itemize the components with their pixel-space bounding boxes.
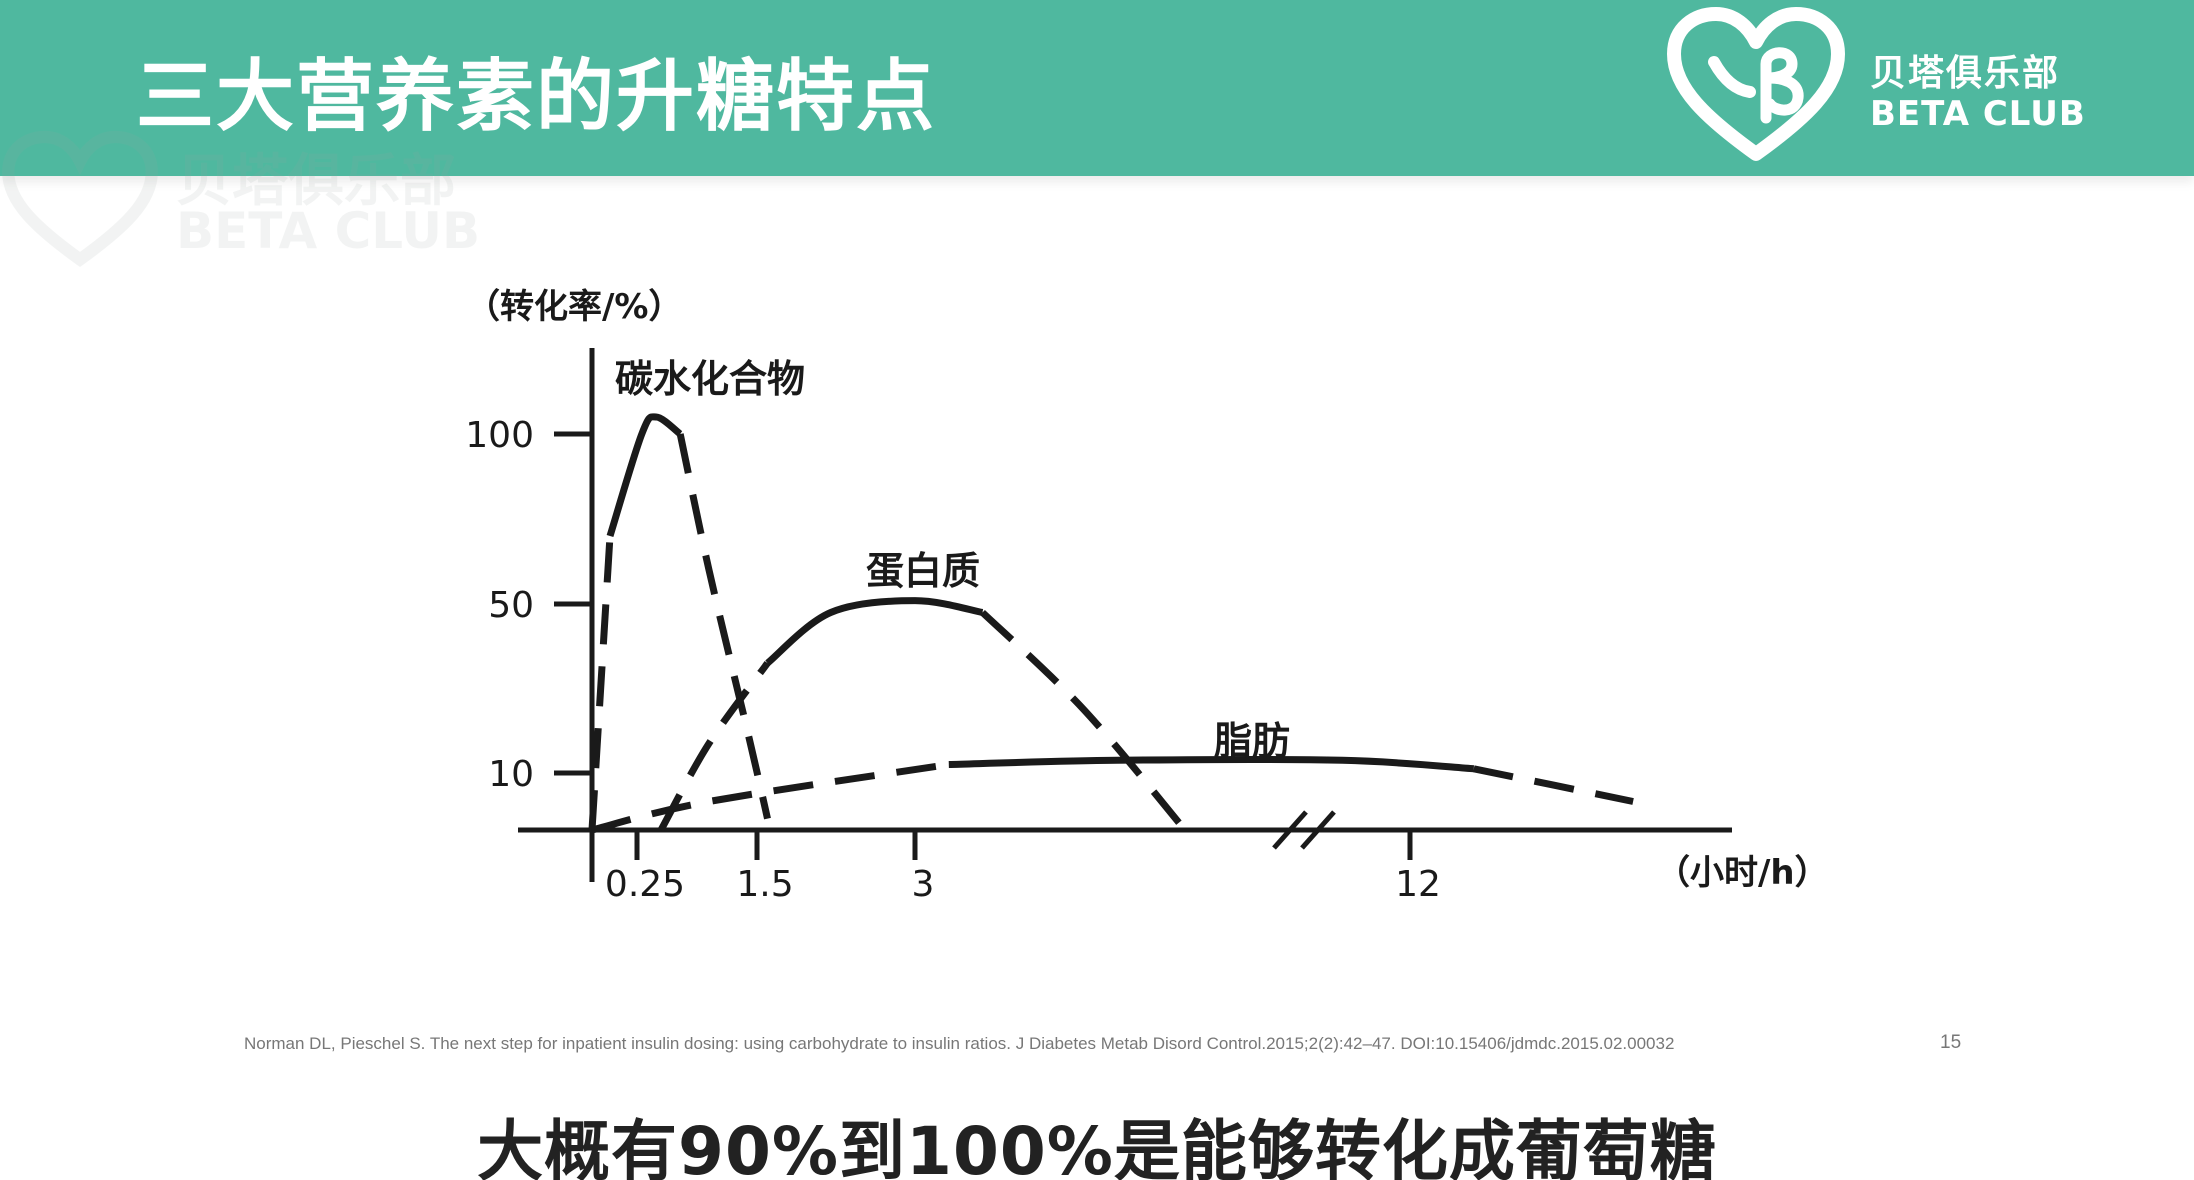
series-3-dashed-segment — [591, 761, 950, 834]
series-3-name-label: 脂肪 — [1214, 719, 1290, 763]
x-axis-label: （小时/h） — [1656, 853, 1829, 893]
reference-citation: Norman DL, Pieschel S. The next step for… — [244, 1034, 1675, 1053]
x-tick-label-12: 12 — [1395, 864, 1441, 905]
x-axis-break-mark — [1300, 810, 1336, 850]
series-1-name-label: 碳水化合物 — [615, 357, 805, 401]
slide-title: 三大营养素的升糖特点 — [136, 52, 937, 142]
series-2-dashed-segment — [980, 609, 1188, 833]
y-axis-label: （转化率/%） — [466, 287, 682, 327]
heart-logo-icon — [1667, 7, 1845, 161]
video-subtitle: 大概有90%到100%是能够转化成葡萄糖 — [477, 1113, 1717, 1180]
brand-watermark: 贝塔俱乐部 BETA CLUB — [0, 130, 540, 270]
series-1-solid-segment — [606, 413, 683, 538]
watermark-name-cn: 贝塔俱乐部 — [176, 149, 456, 214]
series-2-name-label: 蛋白质 — [866, 549, 980, 593]
x-tick-label-0.25: 0.25 — [605, 864, 685, 905]
series-1-dashed-segment — [588, 535, 614, 831]
series-2-solid-segment — [765, 597, 984, 666]
series-3-dashed-segment — [1473, 765, 1634, 805]
chart-series — [588, 413, 1634, 834]
x-tick-label-1.5: 1.5 — [736, 864, 793, 905]
x-tick-label-3: 3 — [912, 864, 935, 905]
page-number: 15 — [1940, 1032, 1962, 1053]
y-tick-label-10: 10 — [488, 754, 534, 795]
x-axis-break-mark — [1272, 810, 1308, 850]
y-tick-label-50: 50 — [488, 585, 534, 626]
series-3-curve — [591, 755, 1634, 834]
slide-header: 三大营养素的升糖特点 贝塔俱乐部 BETA CLUB — [0, 0, 2194, 176]
series-1-dashed-segment — [676, 433, 771, 820]
brand-name-en: BETA CLUB — [1870, 94, 2086, 134]
series-3-solid-segment — [948, 755, 1475, 773]
watermark-heart-icon — [2, 130, 158, 268]
chart-ticks: 10 50 100 0.25 1.5 3 12 — [465, 415, 1441, 905]
watermark-name-en: BETA CLUB — [176, 202, 481, 260]
chart-axes — [518, 348, 1732, 882]
series-1-curve — [588, 413, 771, 831]
y-tick-label-100: 100 — [465, 415, 534, 456]
brand-name-cn: 贝塔俱乐部 — [1870, 53, 2061, 94]
